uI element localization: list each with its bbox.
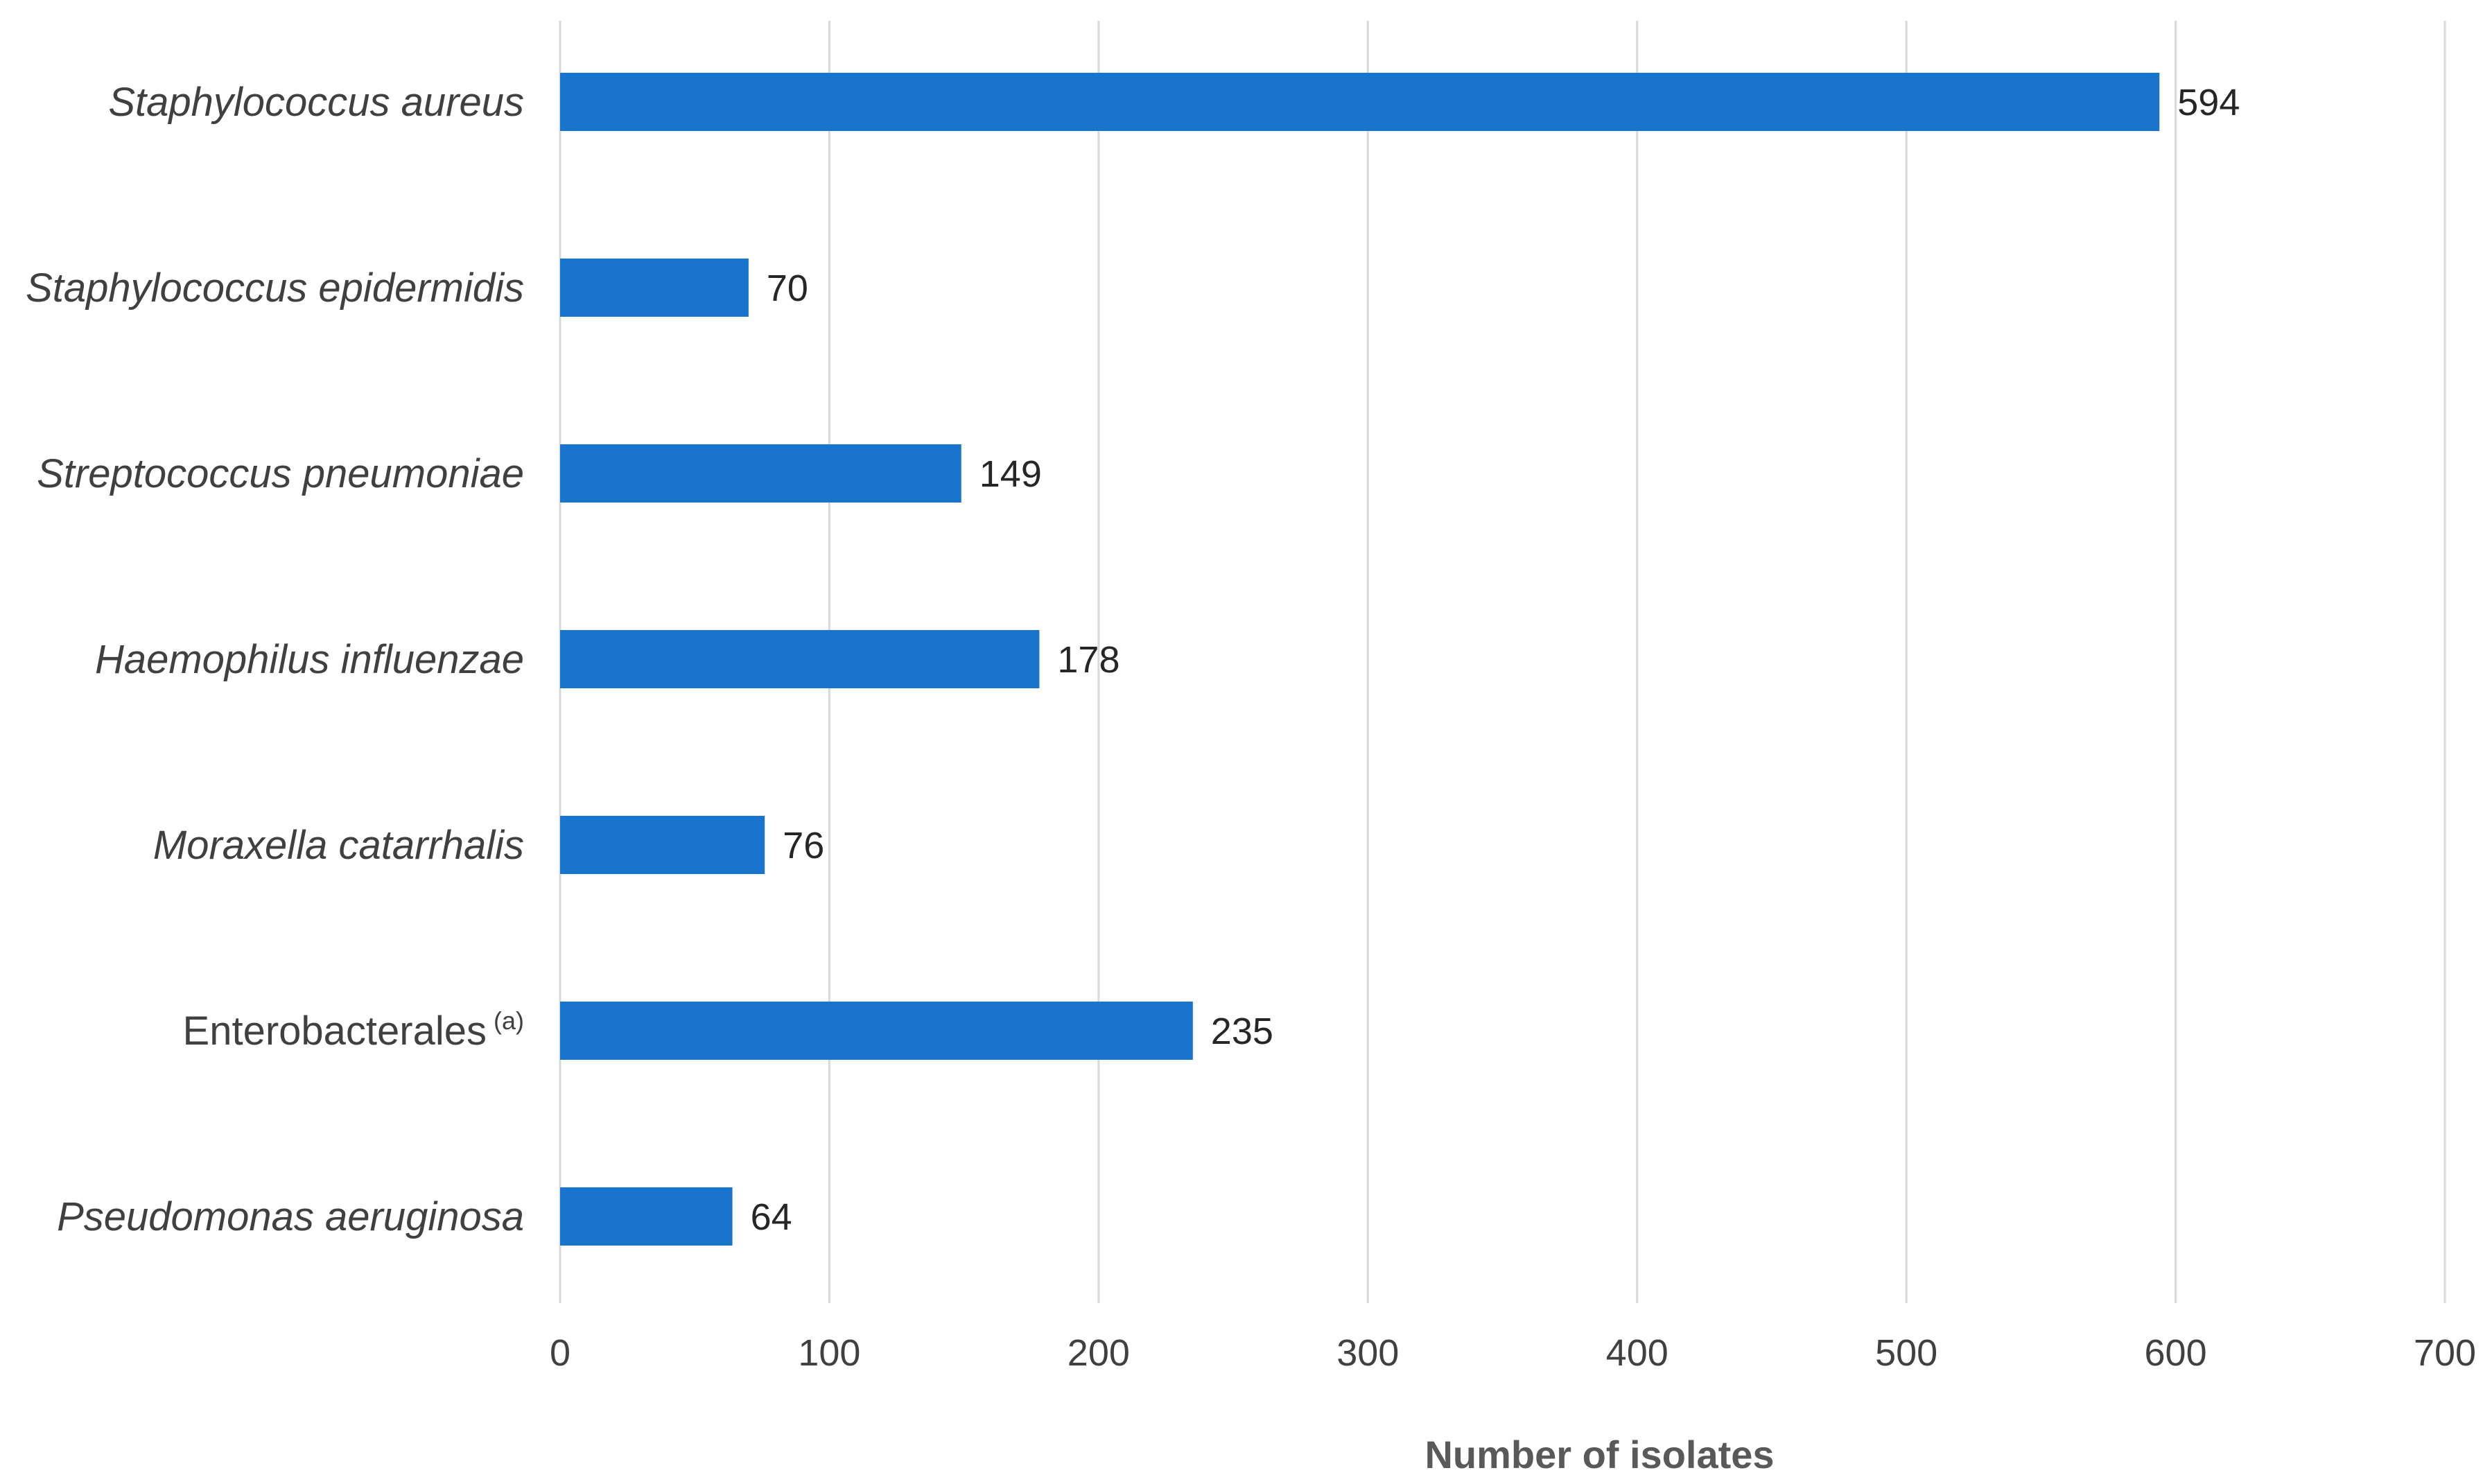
bar xyxy=(560,73,2160,131)
x-tick-label: 700 xyxy=(2414,1332,2476,1374)
bar-value-label: 64 xyxy=(751,1196,792,1238)
category-label: Staphylococcus epidermidis xyxy=(26,265,524,311)
bar-value-label: 76 xyxy=(783,825,824,866)
bar-value-label: 149 xyxy=(979,453,1042,495)
category-labels: Staphylococcus aureus Staphylococcus epid… xyxy=(26,80,524,1239)
bars xyxy=(560,73,2160,1246)
value-labels: 594 70 149 178 76 235 64 xyxy=(751,82,2240,1238)
category-name: Staphylococcus epidermidis xyxy=(26,265,524,311)
bar xyxy=(560,816,765,874)
x-tick-label: 0 xyxy=(550,1332,570,1374)
category-name: Enterobacterales xyxy=(183,1009,487,1054)
x-tick-label: 300 xyxy=(1336,1332,1399,1374)
x-tick-label: 200 xyxy=(1068,1332,1130,1374)
category-label: Staphylococcus aureus xyxy=(108,80,524,125)
grid-lines xyxy=(559,21,2446,1303)
bar-value-label: 235 xyxy=(1211,1011,1273,1052)
category-name: Moraxella catarrhalis xyxy=(153,823,524,868)
x-tick-label: 100 xyxy=(798,1332,860,1374)
bar xyxy=(560,1002,1193,1060)
category-name: Haemophilus influenzae xyxy=(95,637,524,682)
x-tick-label: 400 xyxy=(1606,1332,1668,1374)
category-superscript: (a) xyxy=(494,1006,524,1035)
bar xyxy=(560,259,749,317)
category-name: Streptococcus pneumoniae xyxy=(37,451,524,496)
bar xyxy=(560,630,1040,688)
bar-value-label: 70 xyxy=(767,268,808,309)
bar xyxy=(560,1187,733,1246)
category-name: Pseudomonas aeruginosa xyxy=(57,1194,524,1239)
category-label: Haemophilus influenzae xyxy=(95,637,524,682)
category-label: Streptococcus pneumoniae xyxy=(37,451,524,496)
category-label: Moraxella catarrhalis xyxy=(153,823,524,868)
x-tick-labels: 0 100 200 300 400 500 600 700 xyxy=(550,1332,2476,1374)
x-axis-title: Number of isolates xyxy=(1424,1433,1774,1476)
category-label: Pseudomonas aeruginosa xyxy=(57,1194,524,1239)
x-tick-label: 600 xyxy=(2145,1332,2207,1374)
bar-value-label: 178 xyxy=(1057,639,1119,681)
bar xyxy=(560,444,961,503)
category-label: Enterobacterales (a) xyxy=(183,1006,524,1054)
bar-value-label: 594 xyxy=(2177,82,2240,123)
x-tick-label: 500 xyxy=(1875,1332,1937,1374)
category-name: Staphylococcus aureus xyxy=(108,80,524,125)
